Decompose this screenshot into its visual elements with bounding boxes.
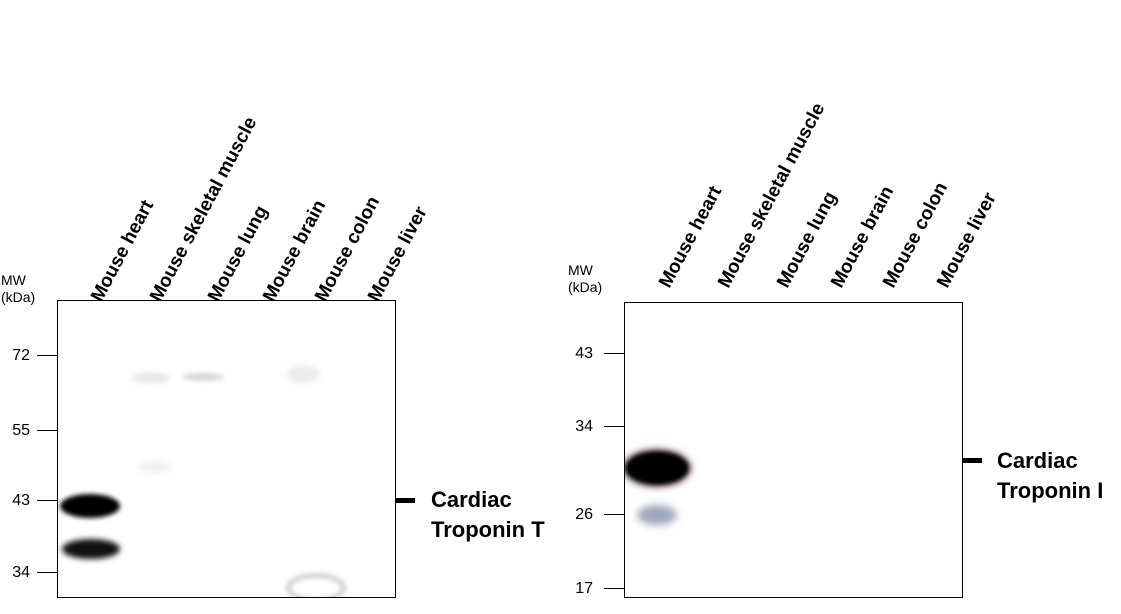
- mw-title-line: MW: [1, 272, 26, 288]
- western-blot-panel-troponin-i: Mouse heart Mouse skeletal muscle Mouse …: [560, 0, 1121, 614]
- band-faint: [138, 461, 172, 473]
- blot-membrane: [624, 302, 963, 598]
- lane-label-mouse-liver: Mouse liver: [933, 189, 1001, 292]
- mw-marker-label: 34: [12, 564, 30, 581]
- mw-marker-label: 55: [12, 422, 30, 439]
- band-faint: [182, 373, 224, 381]
- lane-label-mouse-heart: Mouse heart: [87, 196, 159, 306]
- mw-tick: [604, 426, 624, 428]
- protein-label-line: Troponin I: [997, 478, 1104, 503]
- western-blot-panel-troponin-t: Mouse heart Mouse skeletal muscle Mouse …: [0, 0, 560, 614]
- band-faint: [131, 373, 171, 383]
- band-marker-line: [963, 458, 982, 463]
- band-faint: [637, 505, 677, 525]
- mw-tick: [604, 353, 624, 355]
- blot-membrane: [57, 300, 396, 598]
- mw-marker-label: 72: [12, 347, 30, 364]
- mw-tick: [604, 588, 624, 590]
- protein-label-troponin-t: Cardiac Troponin T: [431, 485, 545, 545]
- band-marker-line: [396, 498, 415, 503]
- mw-marker-label: 17: [575, 580, 593, 597]
- mw-tick: [37, 500, 57, 502]
- band-troponin-t-lower: [62, 539, 120, 559]
- mw-axis-title: MW (kDa): [568, 262, 602, 296]
- mw-tick: [37, 430, 57, 432]
- mw-marker-label: 34: [575, 418, 593, 435]
- band-troponin-i: [625, 451, 689, 485]
- lane-label-mouse-skeletal-muscle: Mouse skeletal muscle: [146, 113, 262, 306]
- band-troponin-t-upper: [60, 494, 120, 518]
- protein-label-line: Cardiac: [431, 487, 512, 512]
- protein-label-line: Troponin T: [431, 517, 545, 542]
- mw-unit-line: (kDa): [568, 279, 603, 295]
- mw-marker-label: 26: [575, 506, 593, 523]
- mw-tick: [37, 572, 57, 574]
- lane-label-mouse-heart: Mouse heart: [655, 182, 727, 292]
- mw-marker-label: 43: [575, 345, 593, 362]
- mw-tick: [37, 355, 57, 357]
- band-faint: [286, 365, 320, 383]
- mw-unit-line: (kDa): [1, 289, 36, 305]
- protein-label-troponin-i: Cardiac Troponin I: [997, 446, 1103, 506]
- mw-axis-title: MW (kDa): [1, 272, 35, 306]
- protein-label-line: Cardiac: [997, 448, 1078, 473]
- mw-tick: [604, 514, 624, 516]
- lane-label-mouse-skeletal-muscle: Mouse skeletal muscle: [714, 99, 830, 292]
- mw-marker-label: 43: [12, 492, 30, 509]
- smear-artifact: [286, 573, 346, 597]
- mw-title-line: MW: [568, 262, 593, 278]
